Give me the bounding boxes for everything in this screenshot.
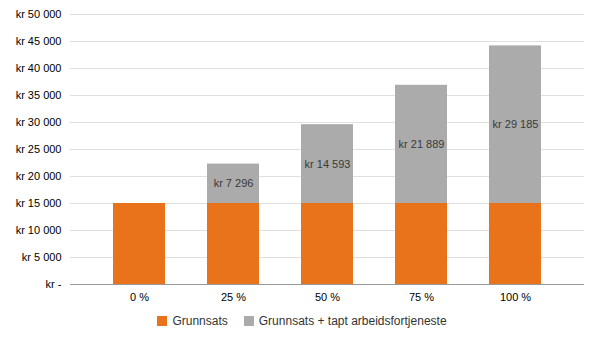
svg-text:0 %: 0 % (130, 291, 149, 303)
svg-text:kr 10 000: kr 10 000 (16, 224, 62, 236)
svg-text:75 %: 75 % (409, 291, 434, 303)
svg-text:kr 29 185: kr 29 185 (493, 118, 539, 130)
svg-text:kr 5 000: kr 5 000 (22, 251, 62, 263)
html-text:Grunnsats + tapt arbeidsfortje: Grunnsats + tapt arbeidsfortjeneste (258, 314, 447, 328)
svg-text:100 %: 100 % (500, 291, 531, 303)
svg-text:kr 21 889: kr 21 889 (399, 138, 445, 150)
html-text:Grunnsats: Grunnsats (172, 314, 228, 328)
svg-text:50 %: 50 % (315, 291, 340, 303)
svg-text:kr 40 000: kr 40 000 (16, 62, 62, 74)
svg-text:kr 30 000: kr 30 000 (16, 116, 62, 128)
svg-text:kr 20 000: kr 20 000 (16, 170, 62, 182)
svg-text:kr 14 593: kr 14 593 (305, 158, 351, 170)
svg-text:kr 25 000: kr 25 000 (16, 143, 62, 155)
svg-text:kr 50 000: kr 50 000 (16, 8, 62, 20)
svg-text:kr -: kr - (46, 278, 62, 290)
svg-text:kr 45 000: kr 45 000 (16, 35, 62, 47)
svg-text:kr 15 000: kr 15 000 (16, 197, 62, 209)
svg-text:kr 7 296: kr 7 296 (214, 177, 254, 189)
svg-text:kr 35 000: kr 35 000 (16, 89, 62, 101)
svg-text:25 %: 25 % (221, 291, 246, 303)
